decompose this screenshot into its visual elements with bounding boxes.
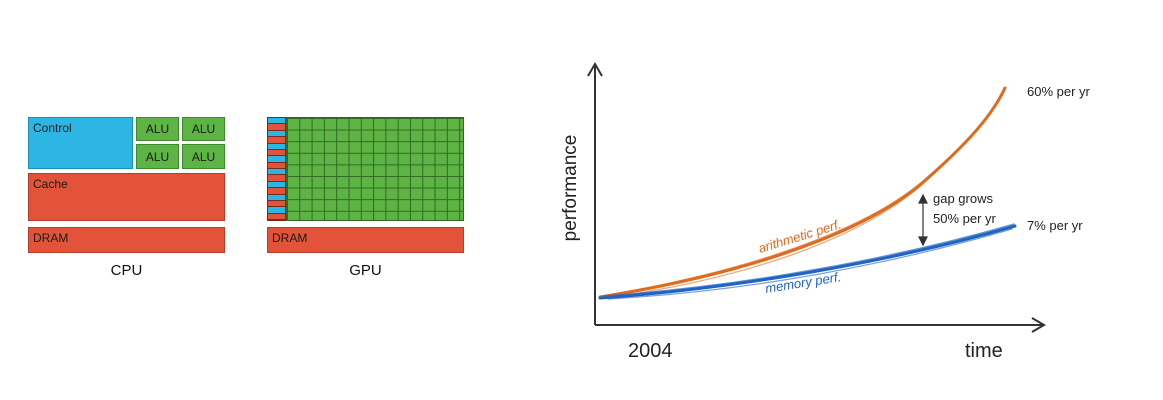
cpu-alu-block: ALU	[182, 117, 225, 141]
cpu-alu-label: ALU	[191, 122, 216, 136]
cpu-alu-block: ALU	[182, 144, 225, 169]
gpu-alu-grid	[286, 117, 464, 221]
cpu-caption: CPU	[110, 262, 143, 279]
x-start-label: 2004	[628, 340, 673, 362]
memory-rate-label: 7% per yr	[1027, 218, 1083, 233]
gpu-caption: GPU	[349, 262, 382, 279]
y-axis-arrow	[587, 62, 603, 77]
cpu-control-block: Control	[28, 117, 133, 169]
cpu-cache-block: Cache	[28, 173, 225, 221]
gpu-dram-block: DRAM	[267, 227, 464, 253]
cpu-dram-block: DRAM	[28, 227, 225, 253]
gpu-diagram: DRAM GPU	[250, 0, 480, 290]
cpu-dram-label: DRAM	[33, 231, 69, 245]
cpu-alu-label: ALU	[145, 149, 170, 164]
gpu-control-cache-column	[267, 117, 286, 221]
performance-chart: gap grows 50% per yr 60% per yr 7% per y…	[560, 62, 1091, 362]
cpu-diagram: Control ALU ALU ALU ALU Cache DRAM CPU	[0, 0, 240, 290]
cpu-control-label: Control	[33, 121, 72, 135]
arithmetic-rate-label: 60% per yr	[1027, 84, 1091, 99]
x-axis-label: time	[965, 340, 1003, 362]
cpu-alu-block: ALU	[136, 144, 179, 169]
gap-label-line2: 50% per yr	[933, 211, 997, 226]
cpu-cache-label: Cache	[33, 177, 68, 191]
memory-perf-curve	[598, 223, 1017, 300]
cpu-alu-block: ALU	[136, 117, 179, 141]
cpu-alu-label: ALU	[191, 149, 216, 164]
y-axis-label: performance	[560, 135, 581, 242]
arithmetic-perf-curve	[598, 86, 1007, 299]
gpu-dram-label: DRAM	[272, 231, 308, 245]
cpu-alu-label: ALU	[145, 122, 170, 136]
gap-label-line1: gap grows	[933, 191, 993, 206]
x-axis-arrow	[1031, 317, 1046, 333]
gap-arrow	[918, 193, 928, 247]
